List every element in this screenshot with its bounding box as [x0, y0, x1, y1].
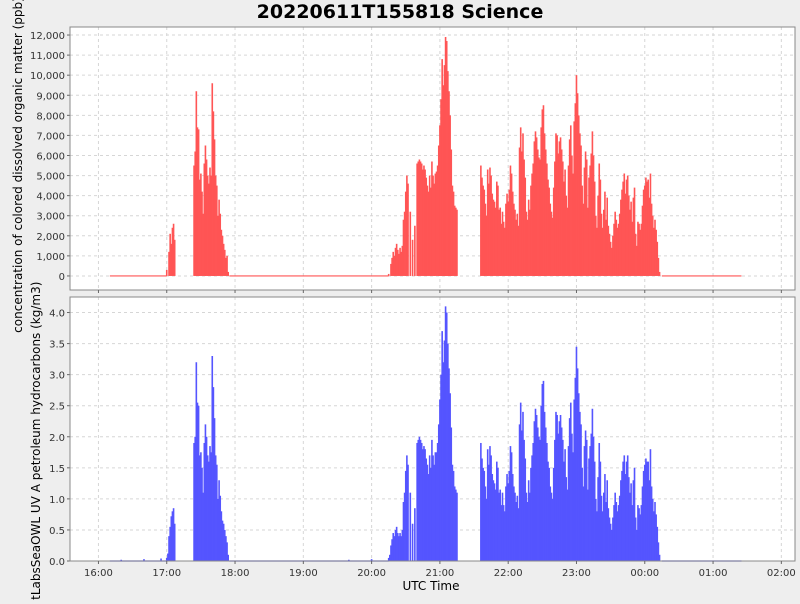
x-tick-label: 18:00 [221, 568, 250, 579]
y-tick-label: 0.5 [49, 526, 65, 537]
y-tick-label: 0.0 [49, 557, 65, 568]
bottom-panel-petroleum: 0.0 0.5 1.0 1.5 2.0 2.5 3.0 3.5 4.0 16:00 17:00 18:… [49, 296, 796, 579]
x-tick-label: 22:00 [494, 568, 523, 579]
x-tick-label: 23:00 [562, 568, 591, 579]
y-tick-label: 3,000 [36, 212, 65, 223]
y-tick-label: 3.5 [49, 340, 65, 351]
plot-border [69, 296, 796, 562]
y-tick-label: 1.5 [49, 464, 65, 475]
y-tick-label: 9,000 [36, 91, 65, 102]
y-tick-label: 1.0 [49, 495, 65, 506]
y-tick-label: 2,000 [36, 232, 65, 243]
x-tick-label: 00:00 [630, 568, 659, 579]
x-tick-label: 20:00 [357, 568, 386, 579]
chart-title: 20220611T155818 Science [257, 1, 544, 23]
top-panel-y-axis-label: concentration of colored dissolved organ… [11, 0, 25, 333]
y-tick-label: 10,000 [30, 71, 65, 82]
y-tick-label: 11,000 [30, 51, 65, 62]
x-axis-label: UTC Time [403, 579, 460, 593]
x-tick-label: 19:00 [289, 568, 318, 579]
y-tick-label: 6,000 [36, 151, 65, 162]
y-tick-label: 8,000 [36, 111, 65, 122]
x-tick-label: 16:00 [84, 568, 113, 579]
y-tick-label: 2.5 [49, 402, 65, 413]
x-tick-label: 21:00 [425, 568, 454, 579]
y-tick-label: 2.0 [49, 433, 65, 444]
plot-border [69, 26, 796, 291]
y-tick-label: 1,000 [36, 252, 65, 263]
y-tick-label: 4.0 [49, 309, 65, 320]
x-tick-label: 01:00 [699, 568, 728, 579]
bottom-panel-y-axis-label: WetLabsSeaOWL UV A petroleum hydrocarbon… [29, 282, 43, 600]
y-tick-label: 3.0 [49, 371, 65, 382]
y-tick-label: 5,000 [36, 172, 65, 183]
y-tick-label: 12,000 [30, 31, 65, 42]
top-panel-cdom: 0 1,000 2,000 3,000 4,000 5,000 6,000 7,000 8,00… [30, 26, 796, 293]
y-tick-label: 0 [59, 272, 65, 283]
y-tick-label: 4,000 [36, 192, 65, 203]
x-tick-label: 02:00 [767, 568, 796, 579]
x-tick-label: 17:00 [152, 568, 181, 579]
y-tick-label: 7,000 [36, 131, 65, 142]
